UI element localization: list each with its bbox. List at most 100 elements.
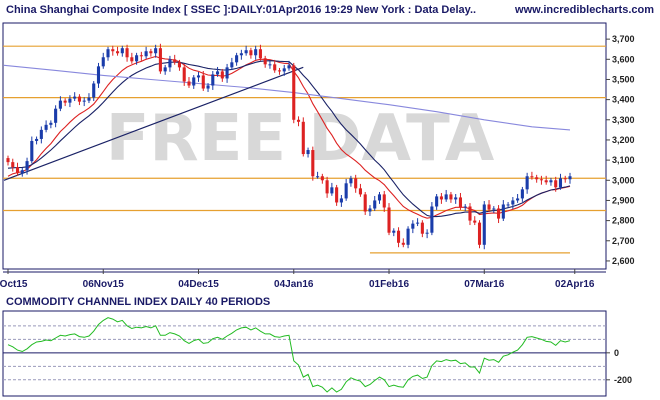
candle <box>458 192 463 210</box>
candle <box>192 75 196 89</box>
candle <box>282 64 286 76</box>
candle <box>206 83 210 92</box>
candle <box>549 177 553 186</box>
date-tick-label: 02Apr16 <box>555 279 595 290</box>
candle-body <box>68 98 72 103</box>
candle-body <box>544 180 548 183</box>
candle-body <box>282 68 286 72</box>
candle-body <box>263 58 267 65</box>
candle-body <box>296 119 301 122</box>
candle <box>101 52 105 69</box>
candle <box>563 175 567 183</box>
candle-body <box>473 220 477 223</box>
candle-body <box>115 51 120 54</box>
candle <box>58 96 62 112</box>
candle <box>239 49 243 60</box>
candle <box>449 191 453 203</box>
support-resistance-levels <box>3 45 606 254</box>
candle <box>292 62 296 124</box>
candle-body <box>268 64 272 66</box>
candle-body <box>139 55 143 57</box>
candle <box>49 120 53 129</box>
candle-body <box>420 222 424 234</box>
candle-body <box>549 180 553 183</box>
candle <box>68 95 72 108</box>
candle <box>268 60 272 69</box>
candle <box>39 126 43 144</box>
candle-body <box>425 232 429 234</box>
candle-body <box>87 97 91 101</box>
candle <box>201 70 205 91</box>
candle <box>516 193 520 203</box>
candle-body <box>377 194 382 201</box>
candle <box>506 202 510 208</box>
candle <box>254 45 258 60</box>
candle <box>401 238 405 248</box>
candle-body <box>192 77 196 86</box>
candle-body <box>316 176 320 178</box>
price-tick-label: 2,600 <box>612 256 635 266</box>
candle-body <box>206 85 210 89</box>
trendlines <box>3 66 304 181</box>
candle-body <box>73 96 77 99</box>
candle-body <box>392 230 396 233</box>
candle <box>420 220 424 238</box>
candle <box>163 64 167 75</box>
candle <box>468 203 472 226</box>
price-tick-label: 3,400 <box>612 95 635 105</box>
candle <box>11 158 15 172</box>
candle <box>258 44 262 61</box>
candle-body <box>30 140 34 162</box>
candle-body <box>492 208 496 210</box>
candle <box>168 55 172 72</box>
candle-body <box>444 194 448 200</box>
candle <box>92 81 96 102</box>
price-tick-label: 2,800 <box>612 216 635 226</box>
candle-body <box>368 208 372 212</box>
candle <box>125 44 129 62</box>
candle <box>425 229 429 239</box>
candle-body <box>258 49 262 59</box>
candle <box>287 60 291 71</box>
candle <box>244 45 248 56</box>
candle <box>568 172 572 184</box>
candle <box>520 186 524 202</box>
date-axis: 09Oct15 06Nov15 04Dec15 04Jan16 01Feb16 07Mar… <box>0 269 606 290</box>
candle <box>330 182 334 196</box>
candle-body <box>201 75 205 89</box>
candle <box>30 136 34 164</box>
site-name: www.incrediblecharts.com <box>514 4 654 16</box>
candle <box>196 71 201 82</box>
candle-body <box>301 121 305 155</box>
candle <box>311 146 315 181</box>
candle <box>363 191 367 215</box>
candle-body <box>482 204 486 245</box>
candle-body <box>77 96 81 102</box>
candle-body <box>501 204 505 219</box>
candle <box>454 193 458 204</box>
price-tick-label: 3,200 <box>612 135 635 145</box>
candle-body <box>325 180 329 194</box>
candle <box>477 220 482 249</box>
candle <box>154 44 158 58</box>
candle-body <box>244 50 248 54</box>
candle-body <box>287 65 291 69</box>
candle-body <box>63 100 67 103</box>
candle <box>82 97 86 107</box>
candle-body <box>106 49 110 58</box>
candle-body <box>520 189 524 199</box>
date-tick-label: 06Nov15 <box>83 279 125 290</box>
candle <box>149 48 153 57</box>
candle <box>535 174 539 183</box>
candle-body <box>497 208 501 219</box>
cci-line <box>7 317 571 393</box>
candle <box>216 66 220 77</box>
candle-body <box>35 138 39 141</box>
candle-body <box>25 161 29 171</box>
candle-body <box>149 51 153 54</box>
candle-body <box>454 197 458 200</box>
candle-body <box>435 196 439 207</box>
candle <box>296 116 301 127</box>
candle-body <box>111 49 115 52</box>
candle-body <box>511 200 515 205</box>
